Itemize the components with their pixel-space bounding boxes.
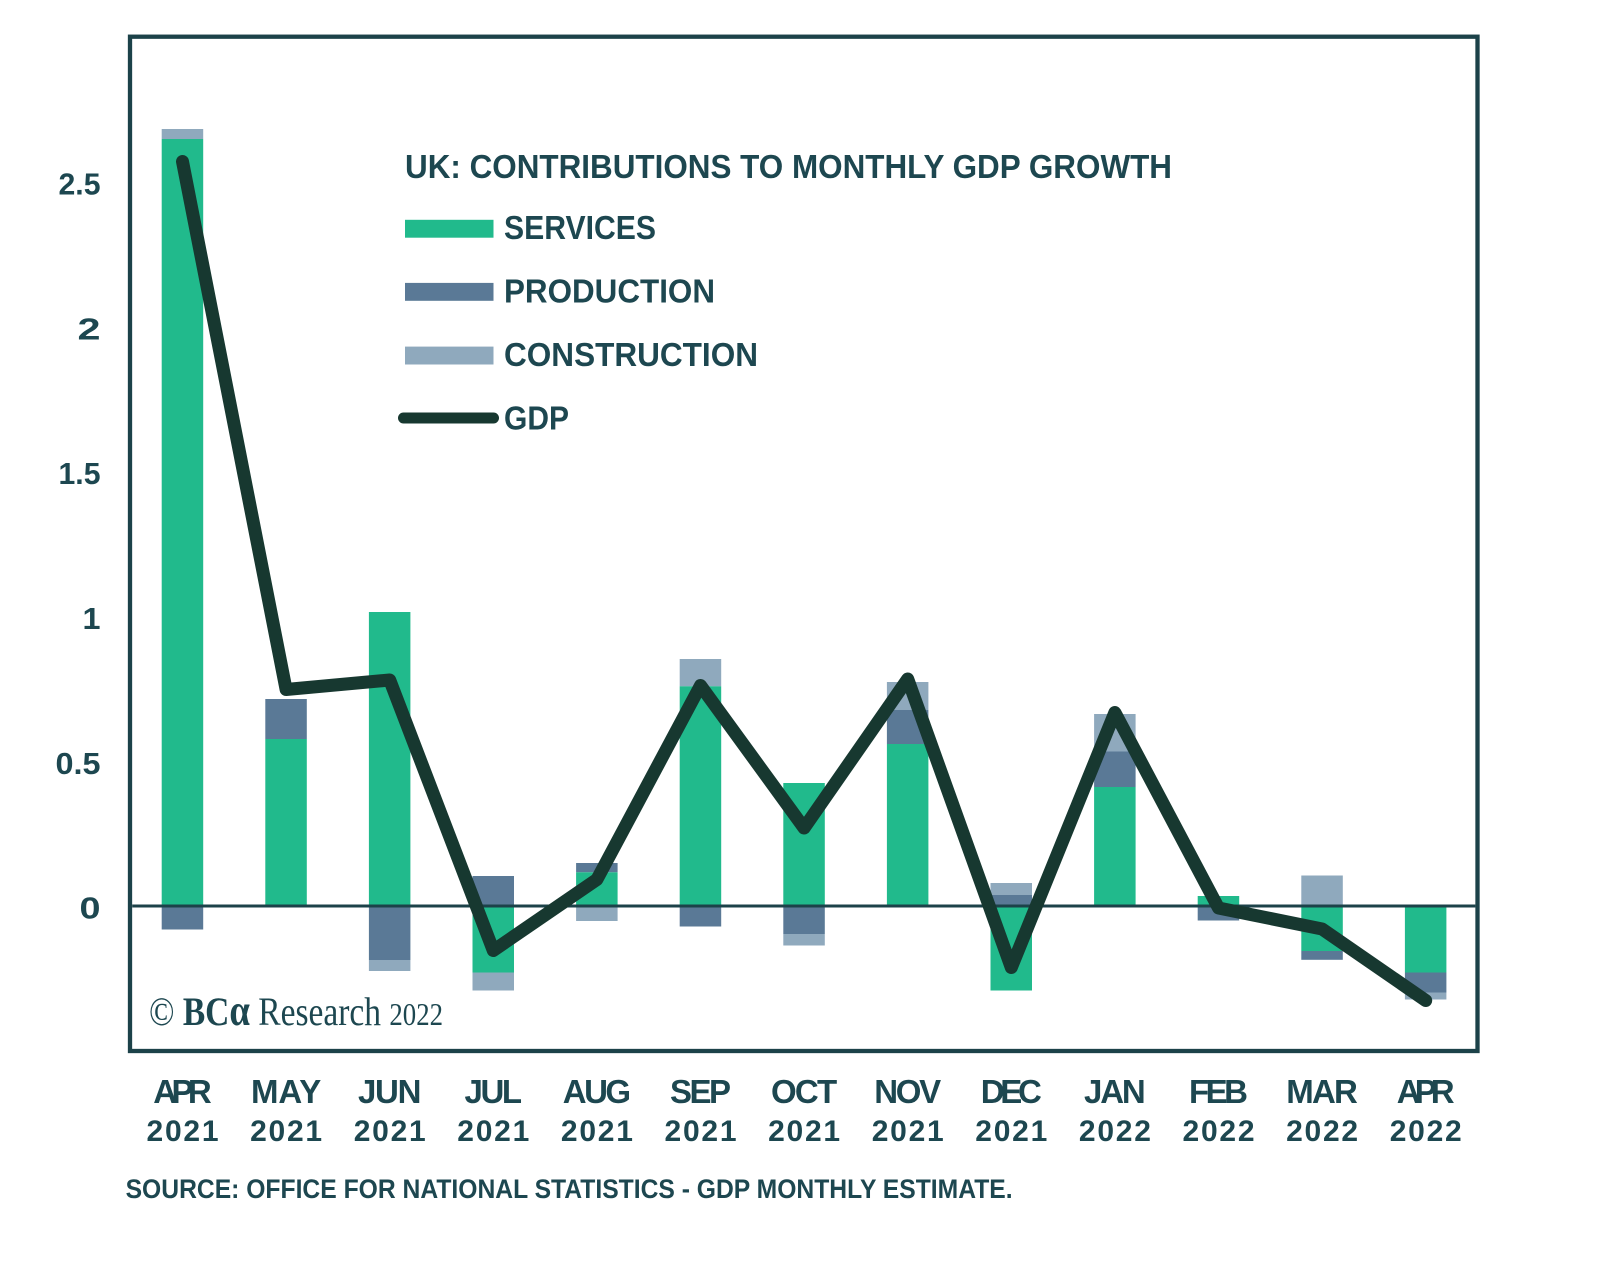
svg-text:FEB: FEB — [1189, 1073, 1248, 1110]
svg-text:AUG: AUG — [563, 1073, 631, 1110]
svg-text:MAR: MAR — [1286, 1073, 1358, 1110]
svg-text:UK: CONTRIBUTIONS TO MONTHLY G: UK: CONTRIBUTIONS TO MONTHLY GDP GROWTH — [405, 148, 1172, 185]
svg-text:1.5: 1.5 — [59, 456, 101, 491]
svg-text:APR: APR — [1397, 1073, 1455, 1110]
svg-text:NOV: NOV — [874, 1073, 941, 1110]
svg-text:2022: 2022 — [1183, 1115, 1255, 1148]
svg-text:SOURCE: OFFICE FOR NATIONAL ST: SOURCE: OFFICE FOR NATIONAL STATISTICS -… — [126, 1174, 1013, 1204]
svg-text:JUL: JUL — [465, 1073, 523, 1110]
svg-text:0.5: 0.5 — [56, 746, 101, 781]
svg-text:PRODUCTION: PRODUCTION — [504, 273, 715, 310]
svg-text:2021: 2021 — [250, 1115, 322, 1148]
svg-text:SERVICES: SERVICES — [504, 209, 656, 246]
svg-text:2021: 2021 — [147, 1115, 219, 1148]
svg-text:OCT: OCT — [771, 1073, 837, 1110]
svg-text:2: 2 — [78, 312, 101, 347]
svg-text:2021: 2021 — [872, 1115, 944, 1148]
svg-text:DEC: DEC — [981, 1073, 1042, 1110]
svg-text:2021: 2021 — [457, 1115, 529, 1148]
svg-text:CONSTRUCTION: CONSTRUCTION — [504, 336, 758, 373]
svg-text:2021: 2021 — [354, 1115, 426, 1148]
svg-text:2022: 2022 — [1390, 1115, 1462, 1148]
svg-text:2022: 2022 — [1079, 1115, 1151, 1148]
svg-text:2021: 2021 — [665, 1115, 737, 1148]
svg-text:2021: 2021 — [561, 1115, 633, 1148]
svg-text:JUN: JUN — [358, 1073, 422, 1110]
svg-text:GDP: GDP — [504, 400, 569, 437]
svg-text:1: 1 — [83, 601, 101, 636]
svg-text:0: 0 — [80, 891, 101, 926]
svg-text:JAN: JAN — [1084, 1073, 1146, 1110]
svg-text:2021: 2021 — [975, 1115, 1047, 1148]
svg-text:2.5: 2.5 — [59, 167, 101, 202]
svg-text:SEP: SEP — [670, 1073, 731, 1110]
svg-text:2021: 2021 — [768, 1115, 840, 1148]
svg-text:MAY: MAY — [251, 1073, 321, 1110]
svg-text:2022: 2022 — [1286, 1115, 1358, 1148]
svg-text:APR: APR — [153, 1073, 212, 1110]
